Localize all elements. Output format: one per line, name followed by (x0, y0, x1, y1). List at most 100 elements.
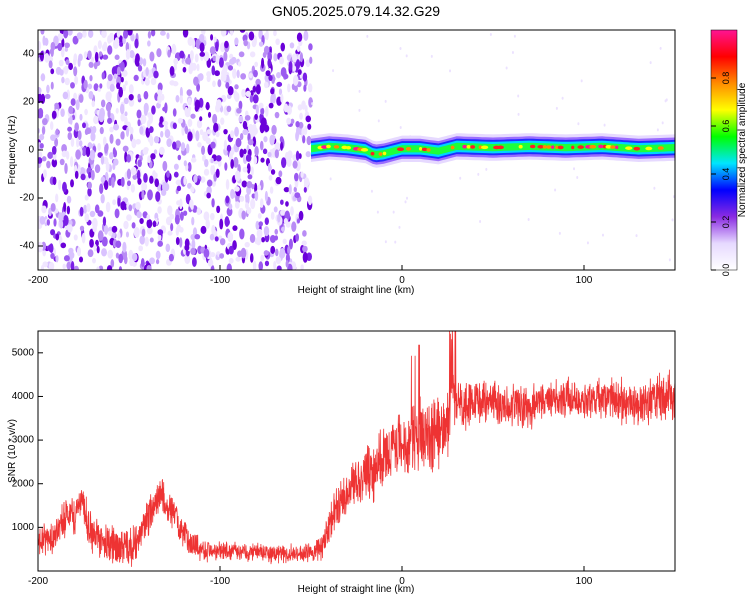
noise-cell (94, 164, 101, 174)
noise-cell (263, 226, 270, 237)
noise-cell (59, 158, 65, 166)
noise-cell (105, 161, 110, 172)
noise-cell (116, 66, 121, 76)
snr-y-ticks: 1000 2000 3000 4000 5000 (12, 347, 43, 533)
noise-cell (209, 233, 215, 241)
noise-cell (74, 170, 79, 179)
noise-cell (97, 142, 101, 151)
noise-cell (294, 172, 299, 182)
noise-cell (274, 111, 280, 119)
noise-cell (64, 162, 68, 174)
noise-cell (60, 46, 65, 58)
noise-cell (84, 213, 90, 223)
noise-cell (219, 238, 226, 246)
noise-cell (230, 188, 235, 200)
signal-peak (396, 147, 405, 151)
noise-cell (97, 230, 104, 242)
noise-cell (87, 181, 92, 190)
noise-cell (72, 35, 79, 45)
noise-cell (399, 126, 402, 130)
noise-cell (308, 97, 313, 108)
noise-cell (50, 229, 56, 236)
noise-cell (96, 266, 100, 270)
noise-cell (85, 127, 92, 135)
noise-cell (94, 204, 100, 214)
noise-cell (254, 146, 259, 157)
noise-cell (42, 169, 47, 179)
noise-cell (115, 107, 119, 114)
noise-cell (88, 171, 92, 179)
noise-cell (99, 126, 104, 135)
noise-cell (128, 93, 134, 101)
noise-cell (297, 69, 302, 76)
noise-cell (243, 39, 249, 47)
noise-cell (230, 130, 235, 139)
noise-cell (183, 210, 188, 216)
noise-cell (151, 105, 156, 115)
noise-cell (200, 225, 207, 234)
noise-cell (276, 81, 283, 87)
noise-cell (215, 131, 220, 138)
spectrogram-x-ticks: -200 -100 0 100 (28, 265, 593, 286)
noise-cell (246, 180, 253, 189)
noise-cell (70, 179, 74, 188)
noise-cell (244, 115, 251, 121)
noise-cell (115, 240, 122, 248)
snr-y-tick-label: 4000 (12, 391, 35, 402)
noise-cell (238, 51, 245, 58)
noise-cell (656, 128, 659, 132)
noise-cell (239, 228, 245, 240)
noise-cell (78, 256, 84, 263)
noise-cell (292, 65, 297, 72)
noise-cell (64, 42, 70, 49)
noise-cell (244, 241, 250, 248)
noise-cell (83, 79, 88, 90)
noise-cell (199, 34, 205, 42)
noise-cell (306, 252, 312, 262)
noise-cell (260, 157, 265, 163)
noise-cell (150, 30, 156, 37)
noise-cell (147, 189, 153, 201)
noise-cell (405, 196, 408, 200)
noise-cell (285, 201, 289, 207)
noise-cell (87, 83, 93, 90)
noise-cell (87, 30, 94, 38)
noise-cell (131, 253, 138, 262)
noise-cell (138, 57, 144, 65)
noise-cell (293, 186, 297, 193)
noise-cell (40, 264, 45, 270)
noise-cell (237, 61, 242, 67)
noise-cell (307, 123, 312, 130)
noise-cell (187, 37, 194, 46)
noise-cell (125, 231, 130, 238)
noise-cell (405, 54, 408, 58)
noise-cell (46, 84, 50, 94)
noise-cell (292, 74, 299, 86)
noise-cell (118, 86, 124, 98)
noise-cell (158, 146, 165, 155)
signal-peak (645, 146, 653, 151)
noise-cell (122, 241, 127, 253)
noise-cell (274, 228, 279, 235)
noise-cell (329, 177, 332, 181)
noise-cell (98, 51, 103, 57)
noise-cell (517, 112, 520, 116)
noise-cell (275, 38, 280, 46)
noise-cell (250, 166, 254, 176)
noise-cell (75, 99, 80, 111)
noise-cell (296, 126, 301, 135)
noise-cell (41, 118, 48, 126)
noise-cell (227, 65, 234, 71)
noise-cell (93, 45, 98, 54)
noise-cell (157, 93, 162, 104)
noise-cell (83, 204, 88, 214)
noise-cell (398, 225, 401, 229)
noise-cell (183, 176, 187, 186)
noise-cell (97, 40, 102, 50)
noise-cell (107, 249, 113, 259)
noise-cell (268, 174, 273, 181)
noise-cell (87, 187, 92, 197)
noise-cell (255, 78, 261, 86)
noise-cell (62, 263, 66, 270)
